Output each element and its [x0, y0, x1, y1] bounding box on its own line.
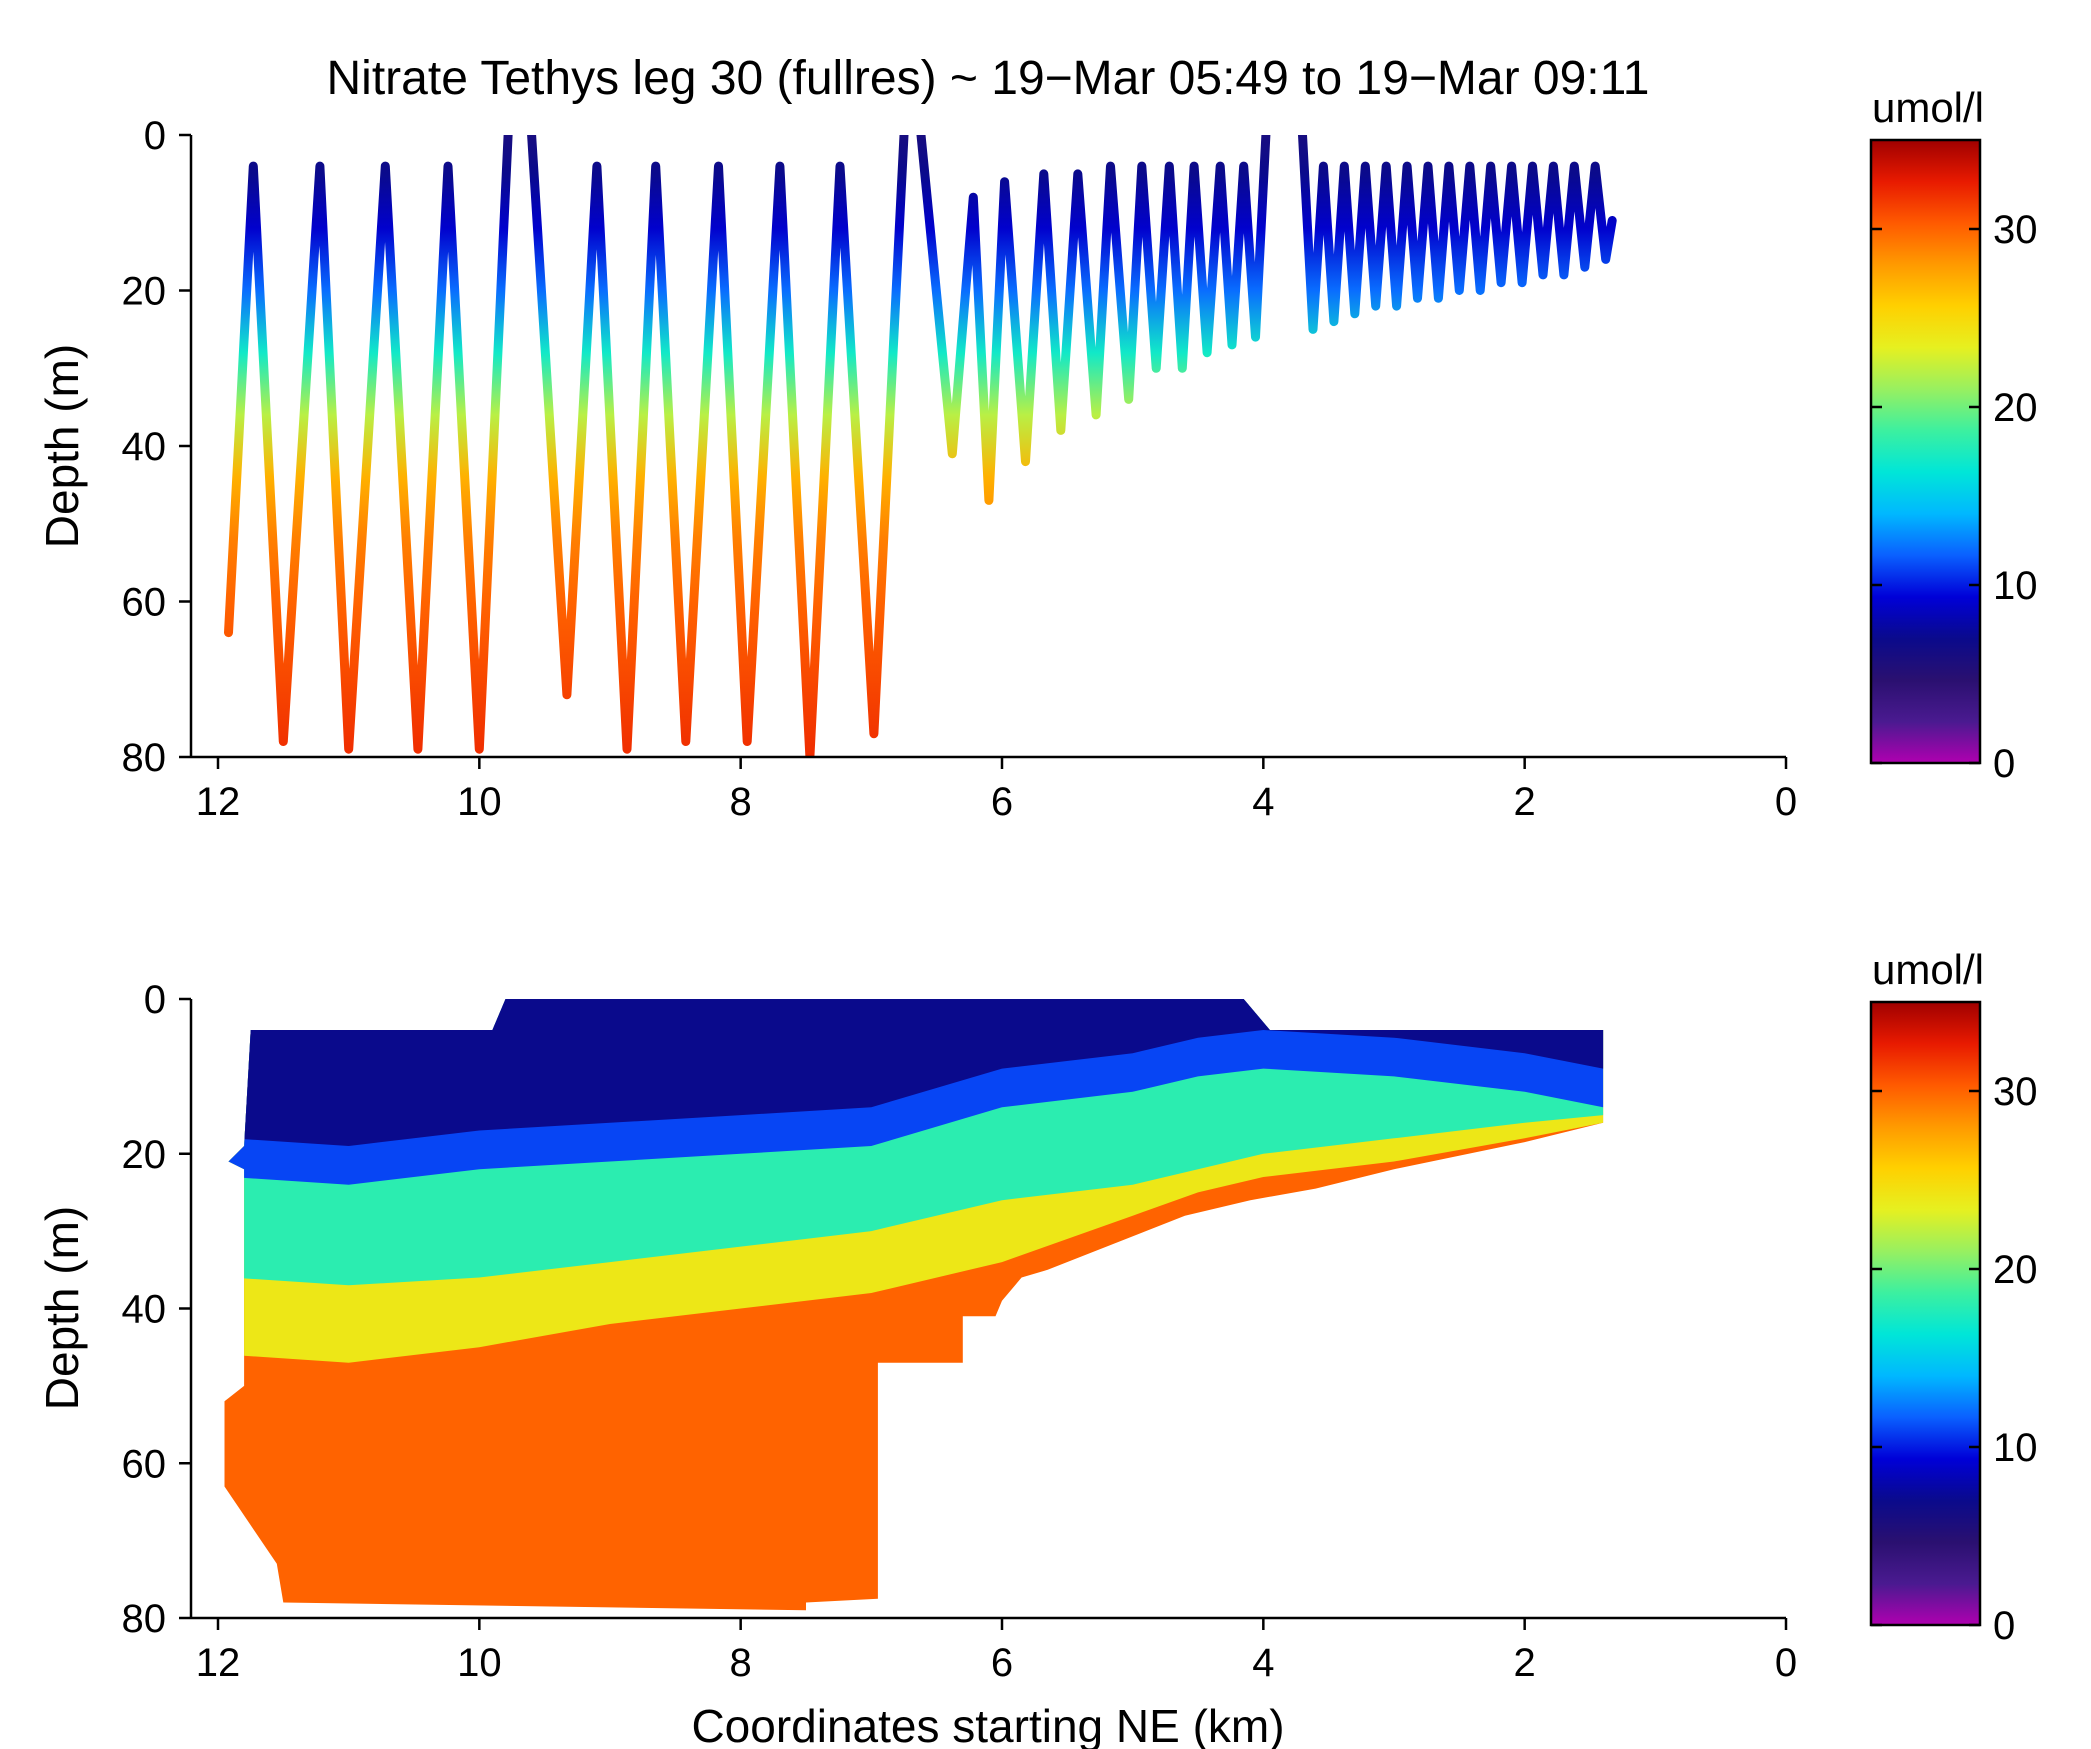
- bottom-colorbar-rect: [1869, 1000, 1982, 1627]
- top-x-tick-label: 4: [1252, 780, 1274, 824]
- bottom-colorbar-tick-label: 10: [1993, 1426, 2038, 1470]
- bottom-y-axis-label: Depth (m): [36, 1206, 88, 1410]
- bottom-colorbar-tick-label: 20: [1993, 1248, 2038, 1292]
- top-chart-title: Nitrate Tethys leg 30 (fullres) ~ 19−Mar…: [327, 52, 1650, 105]
- bottom-colorbar-tick-label: 0: [1993, 1604, 2015, 1648]
- bottom-x-tick-label: 8: [730, 1641, 752, 1685]
- top-x-tick-label: 8: [730, 780, 752, 824]
- bottom-x-axis-label: Coordinates starting NE (km): [691, 1700, 1284, 1749]
- bottom-colorbar-ticks: 0 10 20 30: [1871, 1070, 2038, 1648]
- bottom-y-tick-label: 0: [144, 978, 166, 1022]
- top-panel: Nitrate Tethys leg 30 (fullres) ~ 19−Mar…: [36, 52, 2038, 824]
- profile-track-segment: [916, 135, 1271, 505]
- top-colorbar-tick-label: 0: [1993, 742, 2015, 786]
- bottom-contour-area: [224, 999, 1604, 1611]
- profile-track-segment: [224, 135, 513, 754]
- top-y-tick-label: 80: [122, 736, 167, 780]
- bottom-y-tick-label: 80: [122, 1597, 167, 1641]
- bottom-y-tick-label: 20: [122, 1133, 167, 1177]
- top-y-axis-label: Depth (m): [36, 344, 88, 548]
- top-x-tick-label: 6: [991, 780, 1013, 824]
- bottom-colorbar-title: umol/l: [1872, 946, 1984, 993]
- top-colorbar-tick-label: 10: [1993, 564, 2038, 608]
- bottom-y-tick-label: 40: [122, 1288, 167, 1332]
- top-x-tick-label: 12: [196, 780, 241, 824]
- top-y-tick-label: 0: [144, 114, 166, 158]
- bottom-x-tick-label: 0: [1775, 1641, 1797, 1685]
- top-colorbar-tick-label: 20: [1993, 386, 2038, 430]
- top-y-tick-label: 40: [122, 425, 167, 469]
- contour-fill: [224, 999, 1604, 1611]
- top-colorbar: umol/l 0 10 20 30: [1869, 84, 2038, 786]
- bottom-x-tick-label: 6: [991, 1641, 1013, 1685]
- top-colorbar-tick-label: 30: [1993, 208, 2038, 252]
- top-x-tick-label: 2: [1514, 780, 1536, 824]
- top-x-tick-label: 10: [457, 780, 502, 824]
- top-x-tick-label: 0: [1775, 780, 1797, 824]
- top-colorbar-rect: [1869, 138, 1982, 765]
- profile-track-segment: [1298, 135, 1617, 334]
- top-plot-area: [224, 135, 1617, 757]
- bottom-x-tick-label: 2: [1514, 1641, 1536, 1685]
- bottom-colorbar: umol/l 0 10 20 30: [1869, 946, 2038, 1648]
- top-y-tick-label: 20: [122, 270, 167, 314]
- profile-track-segment: [527, 135, 909, 757]
- bottom-colorbar-tick-label: 30: [1993, 1070, 2038, 1114]
- bottom-y-tick-label: 60: [122, 1442, 167, 1486]
- top-colorbar-title: umol/l: [1872, 84, 1984, 131]
- bottom-x-tick-label: 12: [196, 1641, 241, 1685]
- top-y-tick-label: 60: [122, 581, 167, 625]
- top-colorbar-ticks: 0 10 20 30: [1871, 208, 2038, 786]
- bottom-x-tick-label: 4: [1252, 1641, 1274, 1685]
- bottom-x-tick-label: 10: [457, 1641, 502, 1685]
